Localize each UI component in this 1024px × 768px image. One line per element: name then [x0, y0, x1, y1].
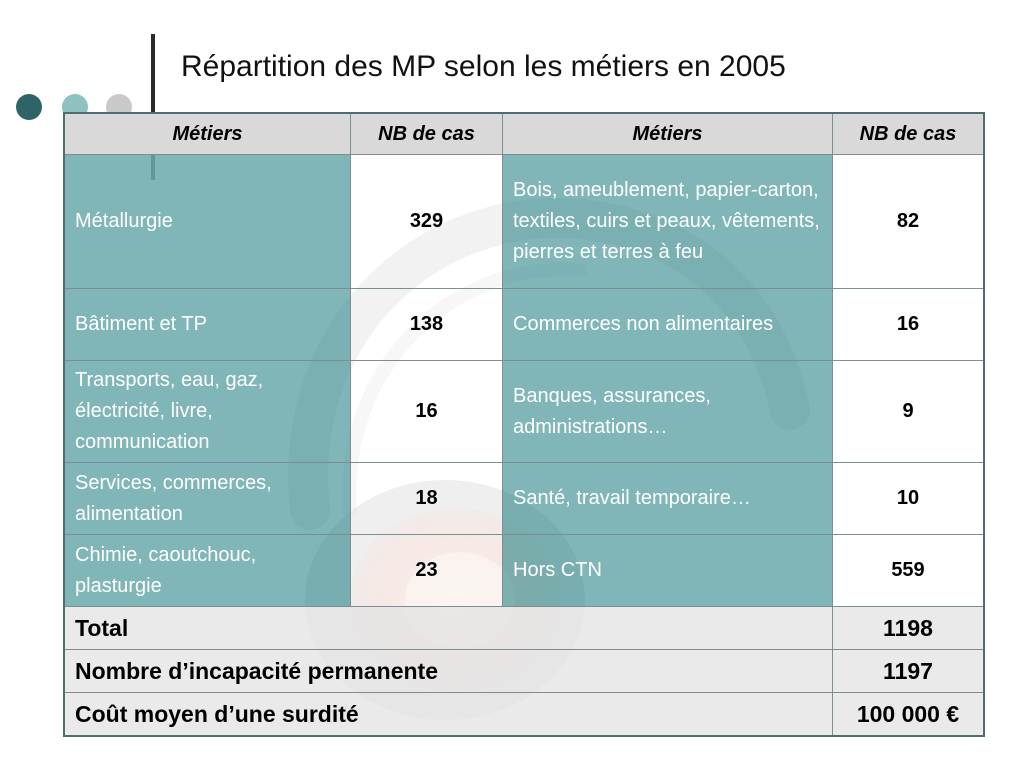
- table-row: Métallurgie 329 Bois, ameublement, papie…: [63, 154, 985, 289]
- header-metiers-1: Métiers: [63, 112, 351, 155]
- title-divider: [151, 34, 155, 180]
- category-cell: Services, commerces, alimentation: [63, 462, 351, 535]
- table-header-row: Métiers NB de cas Métiers NB de cas: [63, 112, 985, 155]
- header-nb-cas-1: NB de cas: [350, 112, 503, 155]
- decor-dots: [16, 94, 136, 122]
- summary-row-incapacity: Nombre d’incapacité permanente 1197: [63, 649, 985, 693]
- count-cell: 138: [350, 288, 503, 361]
- summary-row-cost: Coût moyen d’une surdité 100 000 €: [63, 692, 985, 737]
- category-cell: Hors CTN: [502, 534, 833, 607]
- table-row: Chimie, caoutchouc, plasturgie 23 Hors C…: [63, 534, 985, 607]
- summary-label: Nombre d’incapacité permanente: [63, 649, 833, 693]
- table-row: Services, commerces, alimentation 18 San…: [63, 462, 985, 535]
- summary-value: 1197: [832, 649, 985, 693]
- count-cell: 329: [350, 154, 503, 289]
- dot-dark-teal: [16, 94, 42, 120]
- category-cell: Bâtiment et TP: [63, 288, 351, 361]
- summary-value: 100 000 €: [832, 692, 985, 737]
- header-nb-cas-2: NB de cas: [832, 112, 985, 155]
- table-row: Transports, eau, gaz, électricité, livre…: [63, 360, 985, 463]
- count-cell: 559: [832, 534, 985, 607]
- summary-value: 1198: [832, 606, 985, 650]
- count-cell: 18: [350, 462, 503, 535]
- summary-label: Coût moyen d’une surdité: [63, 692, 833, 737]
- category-cell: Santé, travail temporaire…: [502, 462, 833, 535]
- header-metiers-2: Métiers: [502, 112, 833, 155]
- count-cell: 9: [832, 360, 985, 463]
- table-row: Bâtiment et TP 138 Commerces non aliment…: [63, 288, 985, 361]
- count-cell: 23: [350, 534, 503, 607]
- category-cell: Commerces non alimentaires: [502, 288, 833, 361]
- summary-row-total: Total 1198: [63, 606, 985, 650]
- count-cell: 10: [832, 462, 985, 535]
- count-cell: 16: [350, 360, 503, 463]
- category-cell: Métallurgie: [63, 154, 351, 289]
- count-cell: 16: [832, 288, 985, 361]
- category-cell: Bois, ameublement, papier-carton, textil…: [502, 154, 833, 289]
- slide-title: Répartition des MP selon les métiers en …: [181, 50, 786, 83]
- occupational-disease-table: Métiers NB de cas Métiers NB de cas Méta…: [63, 112, 985, 737]
- count-cell: 82: [832, 154, 985, 289]
- category-cell: Chimie, caoutchouc, plasturgie: [63, 534, 351, 607]
- category-cell: Transports, eau, gaz, électricité, livre…: [63, 360, 351, 463]
- category-cell: Banques, assurances, administrations…: [502, 360, 833, 463]
- summary-label: Total: [63, 606, 833, 650]
